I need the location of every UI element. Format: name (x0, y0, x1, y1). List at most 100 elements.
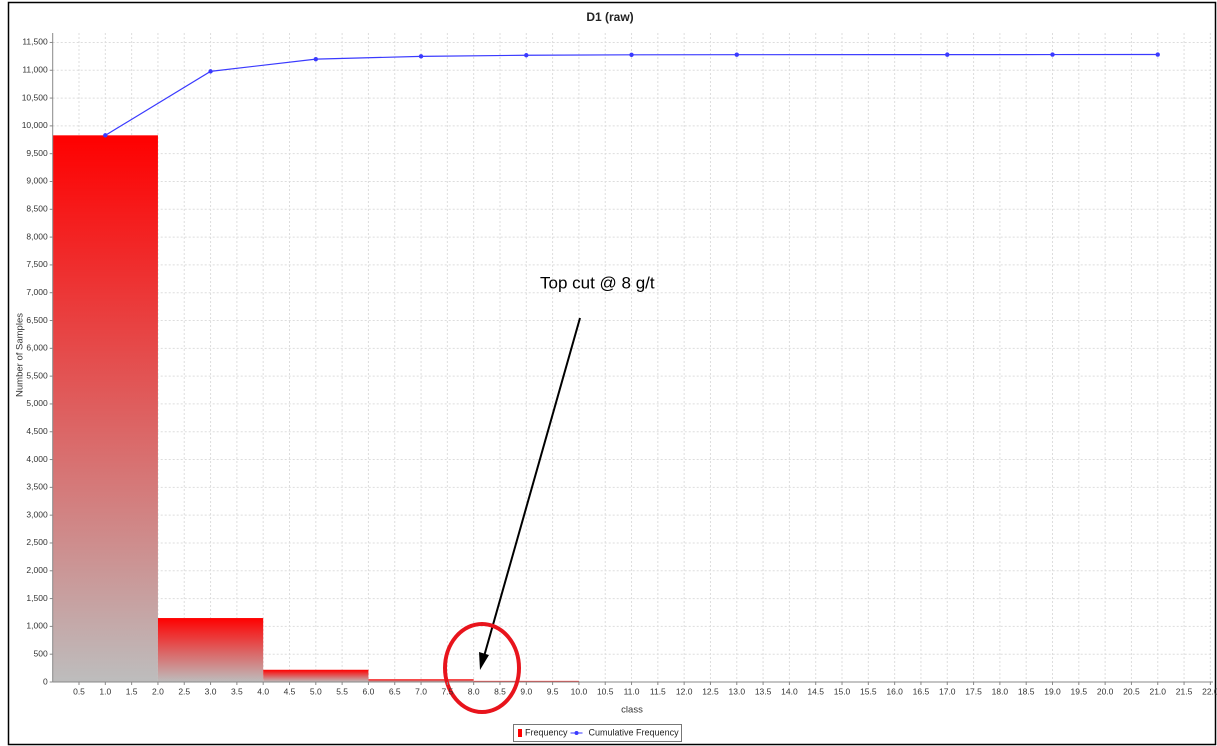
annotation: Top cut @ 8 g/t (540, 273, 655, 292)
x-tick-label: 8.5 (494, 686, 506, 696)
x-tick-label: 14.5 (807, 686, 824, 696)
y-tick-label: 7,500 (26, 259, 48, 269)
x-tick-label: 15.0 (834, 686, 851, 696)
bar (52, 135, 158, 682)
line-point (1155, 52, 1160, 57)
line-point (208, 69, 213, 74)
x-tick-label: 12.5 (702, 686, 719, 696)
y-tick-label: 10,000 (22, 120, 48, 130)
x-tick-label: 18.5 (1018, 686, 1035, 696)
x-tick-label: 7.5 (441, 686, 453, 696)
x-tick-label: 1.5 (126, 686, 138, 696)
y-tick-label: 9,000 (26, 176, 48, 186)
x-tick-label: 3.0 (205, 686, 217, 696)
x-tick-label: 1.0 (99, 686, 111, 696)
y-tick-label: 1,000 (26, 621, 48, 631)
bar (157, 618, 264, 682)
x-tick-label: 4.0 (257, 686, 269, 696)
y-tick-label: 7,000 (26, 287, 48, 297)
bar (368, 679, 474, 682)
x-tick-label: 21.0 (1149, 686, 1166, 696)
x-tick-label: 0.5 (73, 686, 85, 696)
x-tick-label: 14.0 (781, 686, 798, 696)
line-point (524, 53, 529, 58)
y-tick-label: 6,500 (26, 315, 48, 325)
x-tick-label: 7.0 (415, 686, 427, 696)
y-tick-label: 8,000 (26, 231, 48, 241)
legend-box (513, 724, 682, 742)
cumulative-line (105, 53, 1158, 136)
x-tick-label: 22.0 (1202, 686, 1217, 696)
x-tick-label: 20.5 (1123, 686, 1140, 696)
x-tick-label: 13.5 (755, 686, 772, 696)
legend-swatch (518, 729, 522, 737)
bar (263, 669, 369, 682)
line-point (313, 56, 319, 62)
x-tick-label: 16.0 (886, 686, 903, 696)
marks (52, 52, 1211, 682)
legend-label: Frequency (525, 727, 568, 737)
x-tick-label: 6.5 (389, 686, 401, 696)
x-tick-label: 16.5 (913, 686, 930, 696)
annotation-arrow (482, 317, 581, 661)
x-tick-label: 15.5 (860, 686, 877, 696)
chart-title: D1 (raw) (586, 10, 633, 24)
line-point (629, 52, 634, 58)
x-tick-label: 11.0 (624, 686, 640, 696)
x-tick-label: 8.0 (468, 686, 480, 696)
x-tick-label: 11.5 (650, 686, 666, 696)
x-tick-label: 6.0 (363, 686, 375, 696)
x-tick-label: 17.0 (939, 686, 956, 696)
x-tick-label: 2.5 (178, 686, 190, 696)
legend-label: Cumulative Frequency (589, 727, 680, 737)
y-tick-label: 4,000 (26, 454, 48, 464)
x-tick-label: 10.5 (597, 686, 614, 696)
y-tick-label: 4,500 (26, 426, 48, 436)
y-tick-label: 2,500 (26, 537, 48, 547)
x-tick-label: 4.5 (284, 686, 296, 696)
legend: Frequency Cumulative Frequency (513, 724, 682, 742)
y-axis-label: Number of Samples (15, 313, 26, 397)
x-tick-label: 9.0 (520, 686, 532, 696)
legend-swatch-point (574, 731, 579, 735)
x-tick-label: 10.0 (571, 686, 588, 696)
y-tick-label: 3,000 (26, 509, 48, 519)
y-tick-label: 5,500 (26, 370, 48, 380)
x-tick-label: 17.5 (965, 686, 982, 696)
y-tick-label: 8,500 (26, 204, 48, 214)
line-point (103, 133, 108, 138)
y-tick-label: 1,500 (26, 593, 48, 603)
line-point (418, 54, 424, 59)
x-tick-label: 12.0 (676, 686, 693, 696)
x-tick-label: 18.0 (992, 686, 1009, 696)
bar (473, 680, 579, 682)
line-point (945, 52, 950, 57)
x-tick-label: 5.5 (336, 686, 348, 696)
line-point (1050, 52, 1055, 57)
x-tick-label: 19.0 (1044, 686, 1061, 696)
x-axis-label: class (621, 705, 643, 716)
y-tick-label: 11,000 (22, 65, 48, 75)
y-tick-label: 500 (34, 648, 48, 658)
y-tick-label: 11,500 (22, 37, 48, 47)
x-tick-label: 9.5 (547, 686, 559, 696)
x-tick-label: 21.5 (1176, 686, 1193, 696)
x-tick-label: 5.0 (310, 686, 322, 696)
y-tick-label: 9,500 (26, 148, 48, 158)
highlight-circle (443, 622, 521, 714)
x-tick-label: 20.0 (1097, 686, 1114, 696)
y-tick-label: 6,000 (26, 343, 48, 353)
y-tick-label: 3,500 (26, 482, 48, 492)
x-tick-label: 2.0 (152, 686, 164, 696)
y-tick-label: 5,000 (26, 398, 48, 408)
y-tick-label: 10,500 (22, 92, 48, 102)
x-tick-label: 3.5 (231, 686, 243, 696)
plot-area (52, 33, 1214, 682)
y-tick-label: 2,000 (26, 565, 48, 575)
x-tick-label: 19.5 (1071, 686, 1088, 696)
x-tick-label: 13.0 (729, 686, 746, 696)
arrow-head (479, 652, 489, 670)
line-point (734, 52, 739, 57)
